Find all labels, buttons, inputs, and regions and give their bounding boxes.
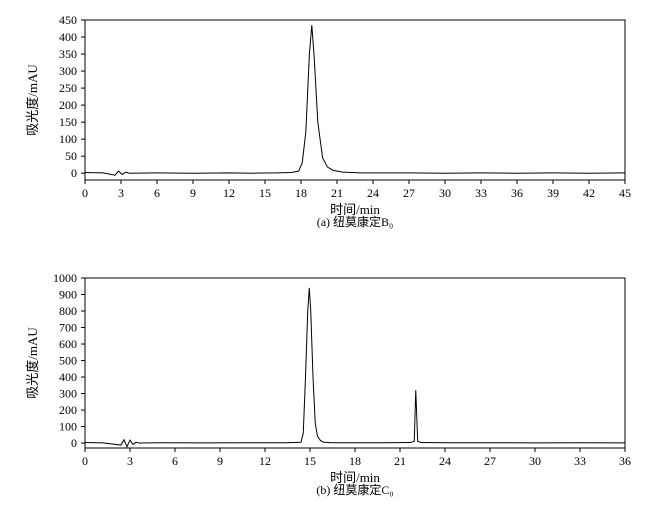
x-tick-label: 21 [394, 454, 406, 468]
chart-b-svg: 0369121518212427303336010020030040050060… [0, 0, 648, 508]
y-tick-label: 800 [59, 304, 77, 318]
chart-caption: (b) 纽莫康定C₀ [316, 482, 393, 497]
y-tick-label: 200 [59, 403, 77, 417]
x-tick-label: 6 [172, 454, 178, 468]
y-axis-title: 吸光度/mAU [25, 327, 40, 399]
x-tick-label: 33 [574, 454, 586, 468]
y-tick-label: 1000 [53, 271, 77, 285]
y-tick-label: 500 [59, 354, 77, 368]
y-tick-label: 100 [59, 420, 77, 434]
x-tick-label: 0 [82, 454, 88, 468]
data-trace [85, 288, 625, 447]
chart-b: 0369121518212427303336010020030040050060… [0, 0, 648, 508]
x-tick-label: 27 [484, 454, 496, 468]
y-tick-label: 700 [59, 321, 77, 335]
y-tick-label: 300 [59, 387, 77, 401]
x-tick-label: 30 [529, 454, 541, 468]
y-tick-label: 400 [59, 370, 77, 384]
x-tick-label: 18 [349, 454, 361, 468]
x-tick-label: 9 [217, 454, 223, 468]
x-tick-label: 3 [127, 454, 133, 468]
y-tick-label: 900 [59, 288, 77, 302]
x-tick-label: 15 [304, 454, 316, 468]
x-tick-label: 24 [439, 454, 451, 468]
x-tick-label: 12 [259, 454, 271, 468]
x-tick-label: 36 [619, 454, 631, 468]
plot-border [85, 278, 625, 448]
y-tick-label: 600 [59, 337, 77, 351]
y-tick-label: 0 [71, 436, 77, 450]
